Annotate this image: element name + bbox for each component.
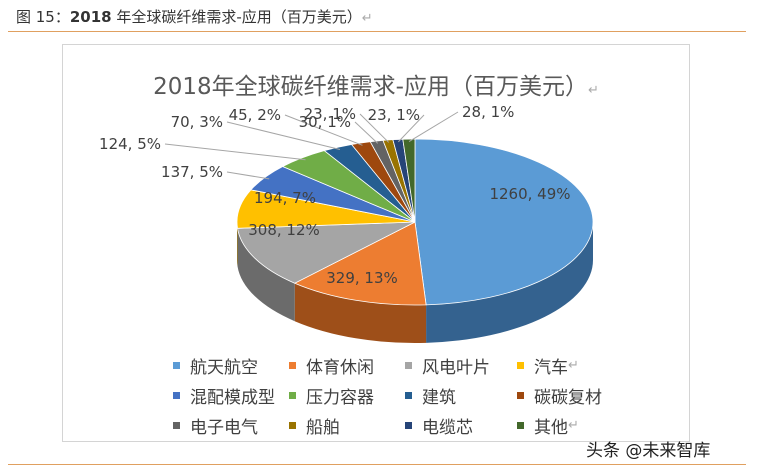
legend-label: 其他 [534,417,568,438]
pie-slice-2 [237,221,416,284]
pie-side-3 [237,222,238,267]
pie-slice-1 [293,221,427,306]
caption-text: 年全球碳纤维需求-应用（百万美元） [111,8,362,26]
figure-caption: 图 15：2018 年全球碳纤维需求-应用（百万美元）↵ [16,6,373,27]
legend-row: 航天航空 体育休闲 风电叶片 汽车 ↵ [173,350,653,380]
leader-line-6 [226,121,341,150]
legend-paragraph-mark: ↵ [568,357,579,373]
legend-swatch [173,361,180,369]
leader-line-9 [359,113,390,143]
pie-slices [236,138,594,306]
leader-line-5 [164,143,306,161]
legend-swatch [517,421,524,429]
pie-chart: 1260, 49% 329, 13% 308, 12% 194, 7% 137, 5%1… [99,103,594,343]
data-label-8: 30, 1% [299,113,351,131]
caption-paragraph-mark: ↵ [361,11,373,26]
pie-side-1 [294,283,427,343]
bottom-rule [8,464,746,465]
legend-swatch [405,391,412,399]
legend-item: 建筑 [405,383,517,408]
legend-label: 建筑 [422,387,456,408]
legend-item: 船舶 [289,413,405,438]
legend-item: 航天航空 [173,353,289,378]
leader-line-8 [354,121,379,144]
pie-side-2 [237,228,295,322]
data-label-9: 23, 1% [304,105,356,123]
legend-swatch [173,391,180,399]
chart-area: 2018年全球碳纤维需求-应用（百万美元）↵ 1260, 49% 329, 13%… [62,44,690,442]
leader-line-11 [408,111,459,142]
legend-swatch [405,361,412,369]
legend-label: 汽车 [534,357,568,378]
legend-label: 压力容器 [306,387,374,408]
legend-swatch [173,421,180,429]
legend-row: 电子电气 船舶 电缆芯 其他 ↵ [173,410,653,440]
legend-label: 风电叶片 [422,357,490,378]
legend-item: 风电叶片 [405,353,517,378]
legend-swatch [517,361,524,369]
chart-title-mark: ↵ [587,83,599,98]
data-label-2: 308, 12% [248,221,320,239]
pie-slice-0 [414,138,594,306]
legend-item: 压力容器 [289,383,405,408]
data-label-3: 194, 7% [254,189,316,207]
legend-item: 电缆芯 [405,413,517,438]
top-rule [8,31,746,32]
legend-label: 船舶 [306,417,340,438]
data-label-5: 124, 5% [99,135,161,153]
data-label-7: 45, 2% [229,106,281,124]
caption-year: 2018 [69,8,112,26]
data-label-4: 137, 5% [161,163,223,181]
legend-item: 其他 ↵ [517,413,627,438]
legend-label: 航天航空 [190,357,258,378]
legend-item: 体育休闲 [289,353,405,378]
legend-item: 碳碳复材 [517,383,627,408]
leader-line-10 [397,114,425,143]
data-label-6: 70, 3% [171,113,223,131]
pie-slice-11 [402,138,416,223]
legend-label: 体育休闲 [306,357,374,378]
pie-side-0 [426,222,593,343]
data-label-11: 28, 1% [462,103,514,121]
watermark: 头条 @未来智库 [586,441,711,461]
legend-item: 汽车 ↵ [517,353,627,378]
leader-line-7 [284,114,363,146]
legend-label: 混配模成型 [190,387,275,408]
legend-row: 混配模成型 压力容器 建筑 碳碳复材 [173,380,653,410]
data-label-0: 1260, 49% [489,185,570,203]
legend-swatch [289,391,296,399]
legend-swatch [289,361,296,369]
legend-swatch [405,421,412,429]
legend-label: 碳碳复材 [534,387,602,408]
leader-line-4 [226,171,270,180]
legend-label: 电子电气 [190,417,258,438]
data-label-10: 23, 1% [368,106,420,124]
caption-prefix: 图 15： [16,8,70,26]
legend-paragraph-mark: ↵ [568,417,579,433]
pie-labels: 1260, 49% 329, 13% 308, 12% 194, 7% 137, 5%1… [99,103,571,287]
legend-label: 电缆芯 [422,417,473,438]
legend-item: 电子电气 [173,413,289,438]
chart-title: 2018年全球碳纤维需求-应用（百万美元）↵ [63,67,689,101]
data-label-1: 329, 13% [326,269,398,287]
legend-item: 混配模成型 [173,383,289,408]
legend-swatch [517,391,524,399]
legend-swatch [289,421,296,429]
chart-title-text: 2018年全球碳纤维需求-应用（百万美元） [153,74,588,100]
pie-sides [237,222,593,343]
chart-legend: 航天航空 体育休闲 风电叶片 汽车 ↵ 混配模成型 压力容器 建筑 碳碳复材 电子电气 船舶 电缆芯其… [173,350,653,440]
